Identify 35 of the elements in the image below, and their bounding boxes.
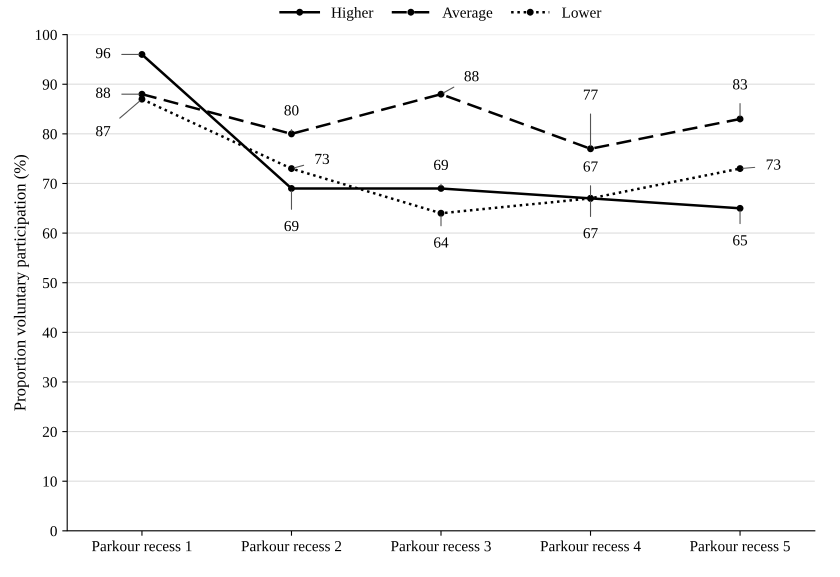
data-label: 83 <box>732 79 748 90</box>
data-label: 88 <box>96 88 110 98</box>
y-tick-label: 20 <box>42 426 57 438</box>
y-tick-label: 80 <box>42 129 57 140</box>
y-tick-label: 90 <box>42 79 57 90</box>
legend-label: Higher <box>331 6 374 21</box>
data-label: 69 <box>434 160 448 170</box>
data-label: 77 <box>584 90 598 100</box>
data-label: 88 <box>464 71 479 82</box>
x-tick-label: Parkour recess 5 <box>690 540 790 552</box>
data-label: 69 <box>284 220 298 232</box>
y-tick-label: 60 <box>42 228 57 239</box>
x-tick-label: Parkour recess 1 <box>92 540 192 552</box>
data-label: 67 <box>584 161 598 172</box>
data-label: 96 <box>96 48 110 58</box>
y-tick-label: 70 <box>43 178 57 189</box>
data-label: 67 <box>584 228 598 238</box>
data-label: 87 <box>96 126 110 136</box>
data-label: 73 <box>315 154 330 164</box>
legend-label: Lower <box>562 8 602 18</box>
data-label: 73 <box>766 159 780 170</box>
x-tick-label: Parkour recess 4 <box>540 540 641 552</box>
y-tick-label: 0 <box>50 526 57 536</box>
x-tick-label: Parkour recess 2 <box>241 540 342 552</box>
y-tick-label: 10 <box>44 476 57 487</box>
y-axis-title: Proportion voluntary participation (%) <box>14 155 30 411</box>
y-tick-label: 100 <box>36 30 57 40</box>
y-tick-label: 30 <box>42 377 57 388</box>
data-label: 80 <box>284 105 299 116</box>
y-tick-label: 40 <box>42 327 57 338</box>
data-label: 64 <box>434 237 448 248</box>
legend-label: Average <box>442 7 492 21</box>
x-tick-label: Parkour recess 3 <box>390 540 491 552</box>
data-label: 65 <box>733 235 748 246</box>
y-tick-label: 50 <box>43 278 57 288</box>
